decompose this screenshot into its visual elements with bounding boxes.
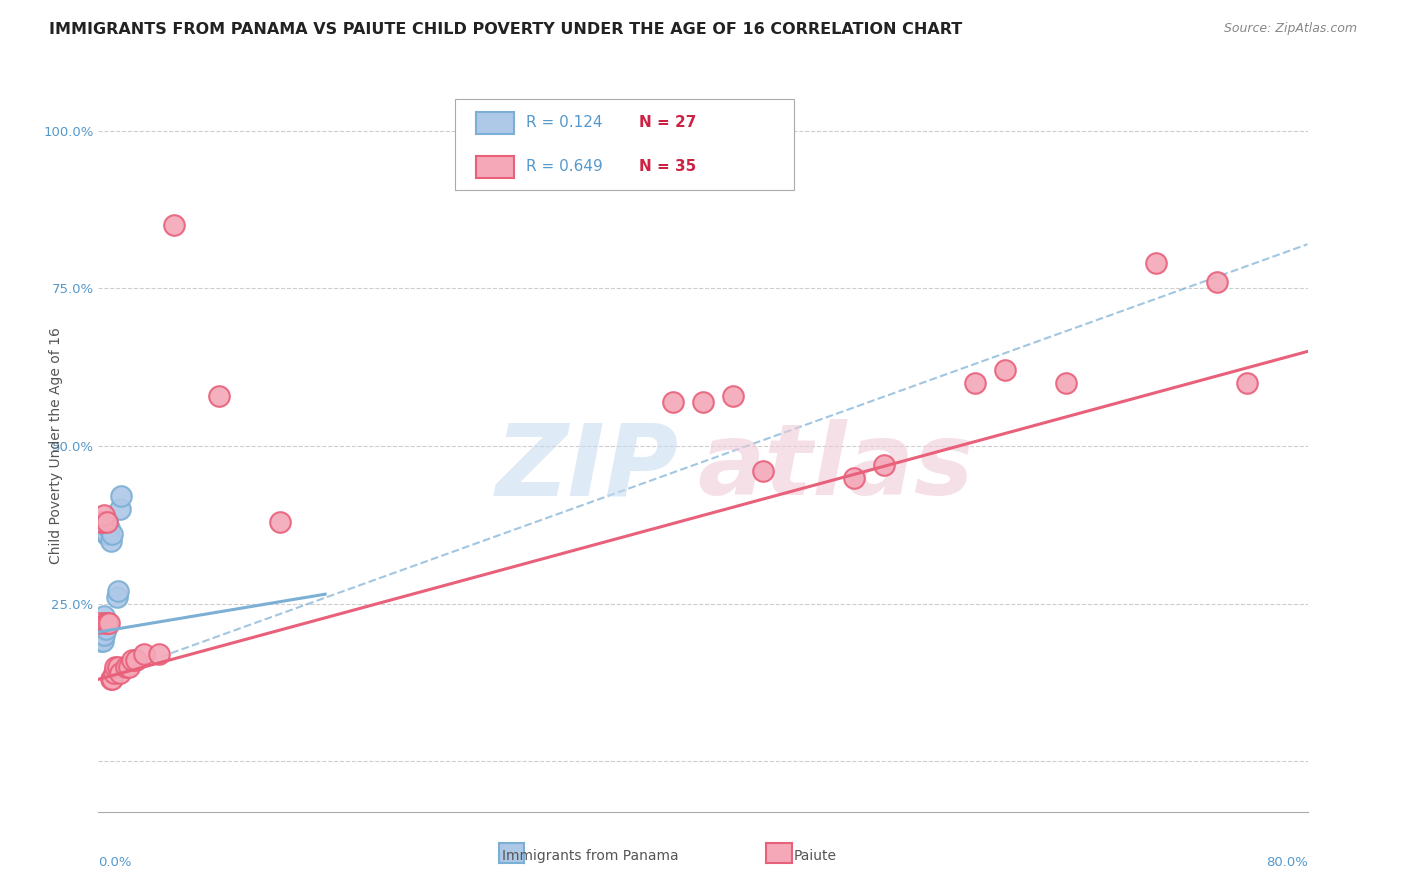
Point <box>96 515 118 529</box>
Point <box>101 673 124 687</box>
Point <box>873 458 896 472</box>
Point <box>104 659 127 673</box>
Point <box>93 609 115 624</box>
Point <box>96 521 118 535</box>
Point <box>96 615 118 630</box>
Point <box>107 659 129 673</box>
Point <box>110 490 132 504</box>
Point <box>94 527 117 541</box>
Point <box>93 628 115 642</box>
Point <box>208 388 231 402</box>
Text: atlas: atlas <box>697 419 973 516</box>
Point <box>91 515 114 529</box>
Point <box>103 665 125 680</box>
Point <box>118 659 141 673</box>
Point <box>90 622 112 636</box>
Point <box>93 615 115 630</box>
Point <box>723 388 745 402</box>
Point <box>108 665 131 680</box>
Point <box>1236 376 1258 390</box>
Point <box>93 622 115 636</box>
Point <box>752 464 775 478</box>
Point <box>89 628 111 642</box>
FancyBboxPatch shape <box>475 112 515 134</box>
Point <box>994 363 1017 377</box>
Point <box>91 622 114 636</box>
Point <box>90 634 112 648</box>
Text: R = 0.649: R = 0.649 <box>526 159 603 174</box>
Point <box>107 584 129 599</box>
Text: 0.0%: 0.0% <box>98 855 132 869</box>
Point <box>148 647 170 661</box>
Text: R = 0.124: R = 0.124 <box>526 115 603 130</box>
Point <box>89 615 111 630</box>
Point <box>94 615 117 630</box>
Point <box>100 533 122 548</box>
Point <box>1144 256 1167 270</box>
Point <box>94 622 117 636</box>
Text: ZIP: ZIP <box>496 419 679 516</box>
Point <box>91 634 114 648</box>
FancyBboxPatch shape <box>475 155 515 178</box>
Point <box>98 521 121 535</box>
FancyBboxPatch shape <box>456 99 793 190</box>
Point <box>108 502 131 516</box>
Point <box>269 515 291 529</box>
Text: Paiute: Paiute <box>794 849 837 863</box>
Point <box>91 628 114 642</box>
Point <box>101 527 124 541</box>
Text: Source: ZipAtlas.com: Source: ZipAtlas.com <box>1223 22 1357 36</box>
Point <box>965 376 987 390</box>
Point <box>125 653 148 667</box>
Point <box>692 395 714 409</box>
Point <box>91 615 114 630</box>
Point <box>90 615 112 630</box>
Point <box>90 515 112 529</box>
Point <box>844 470 866 484</box>
Point <box>98 615 121 630</box>
Point <box>1206 275 1229 289</box>
Point <box>89 615 111 630</box>
Text: IMMIGRANTS FROM PANAMA VS PAIUTE CHILD POVERTY UNDER THE AGE OF 16 CORRELATION C: IMMIGRANTS FROM PANAMA VS PAIUTE CHILD P… <box>49 22 963 37</box>
Text: 80.0%: 80.0% <box>1265 855 1308 869</box>
Point <box>96 527 118 541</box>
Point <box>90 628 112 642</box>
Point <box>94 615 117 630</box>
Point <box>132 647 155 661</box>
Point <box>1054 376 1077 390</box>
Text: Child Poverty Under the Age of 16: Child Poverty Under the Age of 16 <box>49 327 63 565</box>
Point <box>121 653 143 667</box>
Point <box>105 591 128 605</box>
Point <box>93 508 115 523</box>
Point <box>100 673 122 687</box>
Text: N = 35: N = 35 <box>638 159 696 174</box>
Text: Immigrants from Panama: Immigrants from Panama <box>502 849 679 863</box>
Text: N = 27: N = 27 <box>638 115 696 130</box>
Point <box>163 219 186 233</box>
Point <box>114 659 136 673</box>
Point <box>96 515 118 529</box>
Point <box>661 395 683 409</box>
